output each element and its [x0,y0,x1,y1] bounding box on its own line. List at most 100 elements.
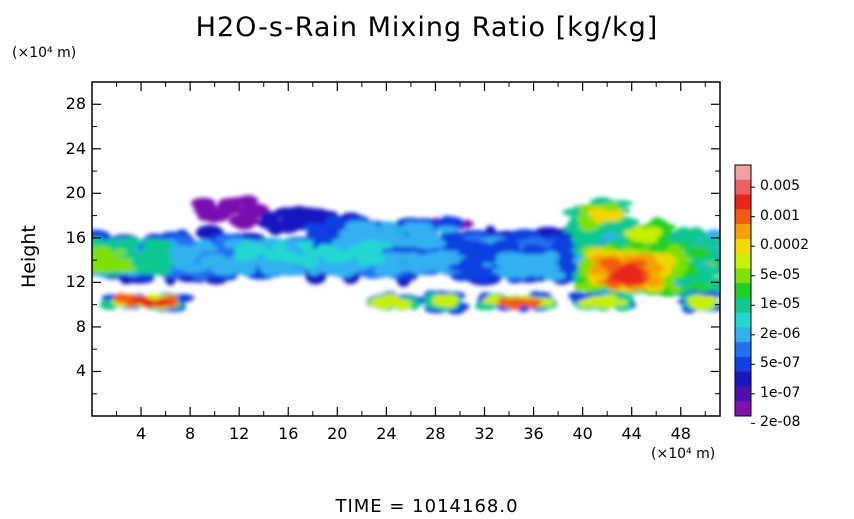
x-tick-label: 44 [621,424,642,443]
cloud-blob [272,241,287,253]
cloud-blob [423,254,452,266]
cloud-blob [497,297,511,307]
time-footer: TIME = 1014168.0 [335,496,519,517]
colorbar-swatch [735,209,751,225]
colorbar-swatch [735,386,751,402]
chart-title: H2O-s-Rain Mixing Ratio [kg/kg] [195,12,659,43]
cloud-blob [208,208,232,220]
cloud-blob [145,248,171,256]
colorbar-label: 2e-08 [760,414,801,431]
cloud-blob [705,229,720,239]
cloud-blob [379,223,400,231]
cloud-blob [643,226,662,236]
y-tick-label: 12 [65,272,86,292]
x-tick-label: 36 [523,424,544,443]
cloud-blob [228,213,254,227]
cloud-blob [146,256,171,271]
cloud-blob [607,258,621,267]
cloud-blob [113,293,129,303]
x-tick-label: 8 [185,424,196,443]
cloud-blob [598,214,612,221]
x-tick-label: 40 [572,424,593,443]
cloud-blob [508,268,531,279]
cloud-blob [253,245,268,256]
cloud-blob [508,297,526,304]
cloud-blob [273,207,301,219]
axis-ticks [92,82,720,416]
cloud-blob [403,240,417,248]
colorbar-swatch [735,342,751,358]
plot-frame [91,81,721,417]
cloud-blob [630,234,645,242]
colorbar-swatch [735,238,751,255]
cloud-blob [149,238,166,252]
x-axis-unit: (×10⁴ m) [651,446,716,462]
colorbar-label: 2e-06 [760,325,801,342]
cloud-blob [120,236,142,249]
cloud-blob [467,249,493,263]
x-tick-label: 4 [135,424,147,443]
cloud-blob [689,281,702,292]
cloud-blob [364,254,387,264]
colorbar-swatch [735,401,751,417]
cloud-blob [526,265,551,273]
cloud-blob [403,221,419,232]
cloud-blob [331,237,358,250]
cloud-blob [296,240,314,250]
colorbar-label: 0.005 [760,178,801,195]
cloud-blob [316,243,332,255]
colorbar-swatch [735,268,751,284]
colorbar [734,164,755,424]
cloud-blob [696,239,720,248]
y-tick-label: 4 [75,361,86,381]
cloud-blob [542,250,560,264]
cloud-blob [228,261,248,271]
cloud-blob [596,298,615,308]
y-axis-unit: (×10⁴ m) [12,45,77,61]
colorbar-swatch [735,297,751,314]
colorbar-swatch [735,194,751,210]
x-tick-label: 12 [229,424,250,443]
cloud-blob [157,299,171,307]
x-tick-label: 24 [376,424,397,443]
cloud-blob [315,263,343,274]
cloud-blob [542,270,566,281]
cloud-blob [258,217,280,229]
cloud-blob [432,298,447,306]
cloud-blob [588,207,607,215]
cloud-blob [195,239,214,252]
cloud-blob [619,264,634,274]
cloud-blob [581,218,598,229]
cloud-blob [525,239,544,247]
colorbar-swatch [735,371,751,387]
y-tick-label: 16 [65,227,86,247]
cloud-blob [114,248,127,256]
cloud-blob [335,263,366,273]
cloud-blob [92,246,112,256]
cloud-blob [364,246,379,258]
y-tick-label: 24 [65,138,86,158]
cloud-blob [577,258,594,271]
colorbar-label: 1e-05 [760,296,801,313]
cloud-blob [481,297,499,305]
cloud-blob [692,299,708,308]
cloud-blob [577,299,595,308]
colorbar-frame [734,164,752,417]
cloud-blob [461,265,485,275]
cloud-blob [499,257,519,269]
cloud-blob [377,296,394,306]
colorbar-swatch [735,356,751,373]
cloud-blob [669,285,682,293]
colorbar-swatch [735,312,751,328]
cloud-blob [303,222,324,231]
cloud-blob [346,227,373,237]
colorbar-swatch [735,224,751,240]
colorbar-swatch [735,283,751,299]
cloud-blob [300,247,317,254]
y-tick-label: 8 [75,316,86,336]
cloud-field [92,195,720,315]
mixing-ratio-field [92,195,720,315]
cloud-blob [131,296,150,305]
cloud-blob [302,255,319,268]
